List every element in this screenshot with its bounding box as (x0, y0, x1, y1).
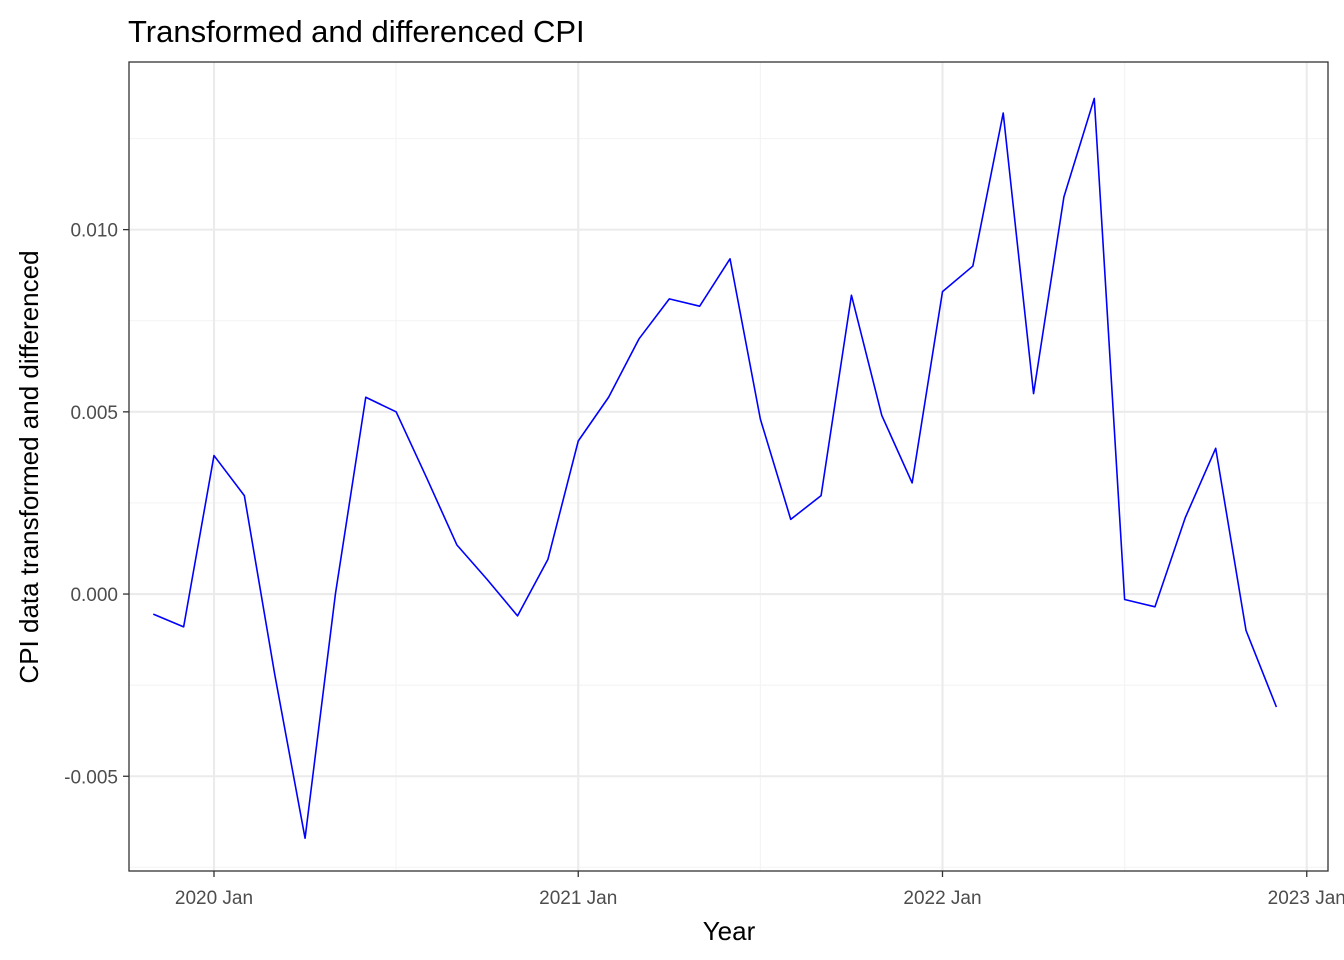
y-tick-label: 0.005 (70, 403, 118, 424)
x-tick-label: 2023 Jan (1268, 888, 1344, 909)
x-tick-label: 2022 Jan (903, 888, 981, 909)
y-axis-title: CPI data transformed and differenced (14, 250, 44, 683)
y-axis: -0.005 0.000 0.005 0.010 (64, 221, 129, 788)
plot-panel (128, 61, 1329, 872)
x-axis-title: Year (703, 916, 756, 946)
x-axis: 2020 Jan 2021 Jan 2022 Jan 2023 Jan (175, 871, 1344, 909)
chart-title: Transformed and differenced CPI (128, 14, 585, 49)
series-line (152, 97, 1278, 840)
panel-background (129, 62, 1328, 871)
x-tick-label: 2020 Jan (175, 888, 253, 909)
y-tick-label: -0.005 (64, 767, 118, 788)
x-tick-label: 2021 Jan (539, 888, 617, 909)
panel-border (128, 61, 1329, 872)
y-tick-label: 0.010 (70, 221, 118, 242)
y-tick-label: 0.000 (70, 585, 118, 606)
